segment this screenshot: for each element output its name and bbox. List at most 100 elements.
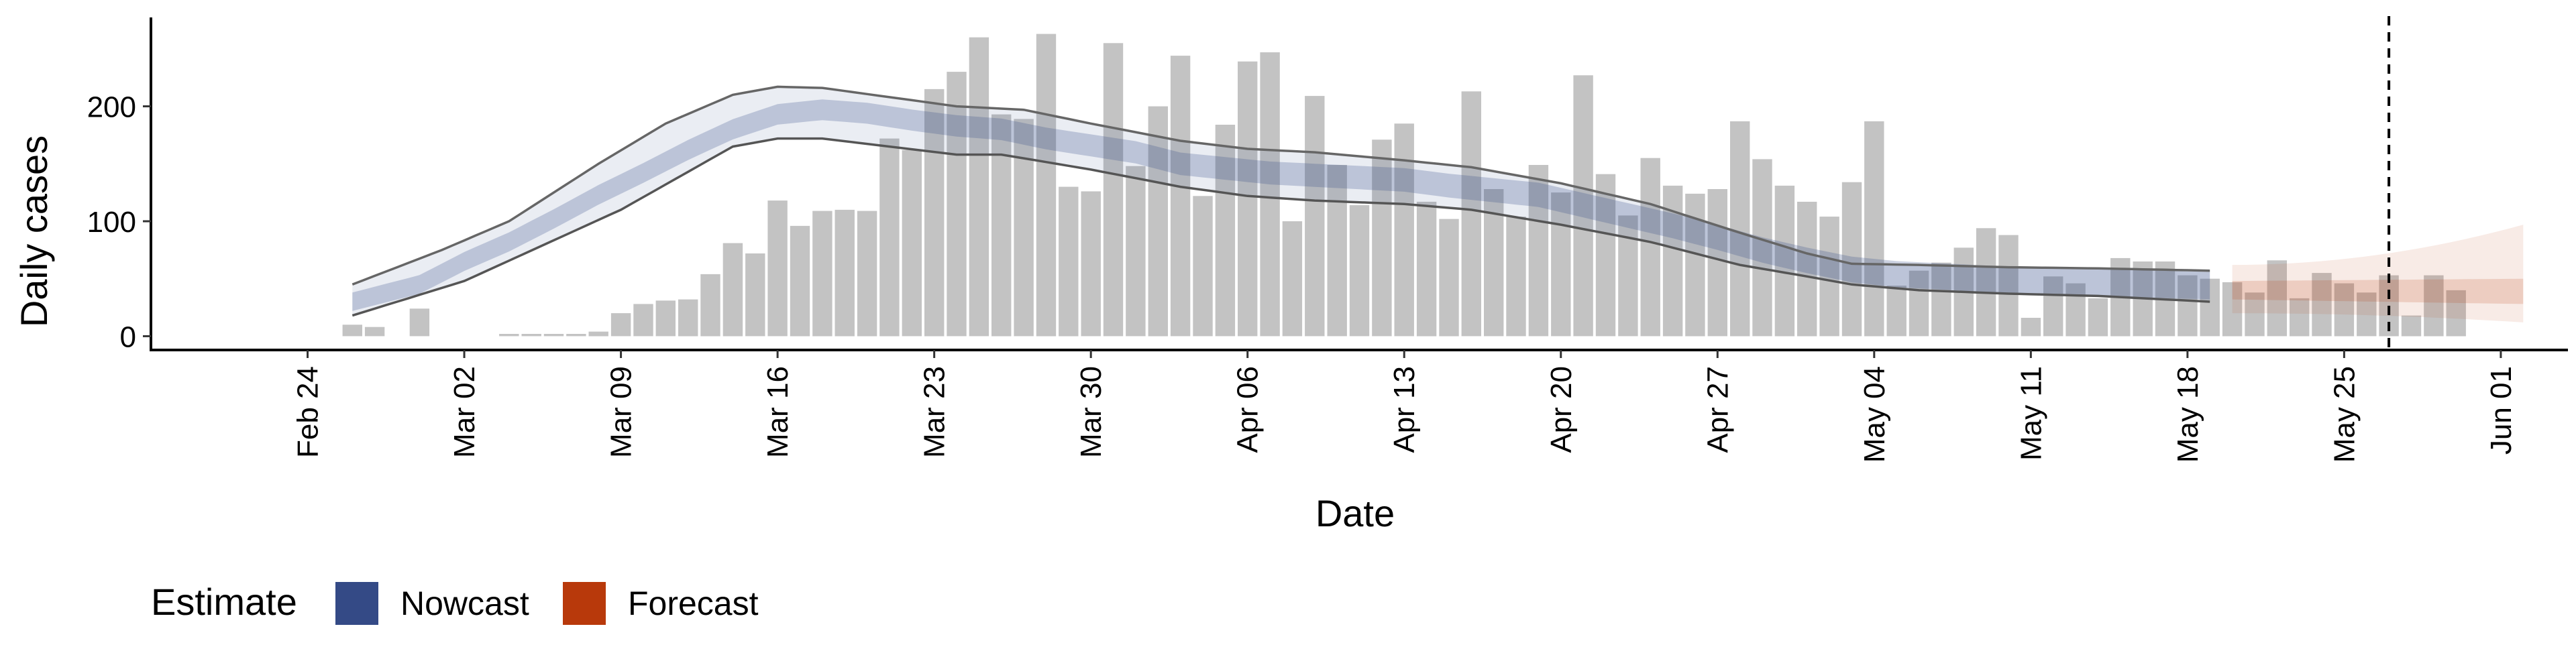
x-tick-label: May 18: [2171, 366, 2204, 463]
case-bar: [2245, 292, 2265, 337]
nowcast-outer-band: [352, 86, 2210, 316]
x-tick-label: May 11: [2015, 366, 2047, 461]
case-bar: [2290, 298, 2310, 337]
case-bar: [722, 243, 743, 337]
case-bar: [1372, 139, 1392, 337]
nowcast-lower-line: [352, 137, 2210, 317]
case-bar: [812, 211, 833, 337]
case-bar: [2043, 276, 2063, 337]
x-tick-label: May 04: [1858, 366, 1891, 463]
y-tick-label: 200: [87, 91, 136, 124]
case-bar: [1148, 106, 1168, 337]
case-bar: [1730, 121, 1750, 337]
case-bar: [2312, 273, 2332, 337]
x-tick-label: Feb 24: [292, 366, 325, 458]
forecast-inner-band: [2232, 278, 2524, 304]
case-bar: [1126, 166, 1146, 337]
case-bar: [1461, 91, 1481, 337]
case-bar: [2446, 290, 2466, 337]
case-bar: [1819, 217, 1839, 337]
case-bar: [2424, 275, 2444, 337]
case-bar: [566, 334, 586, 337]
x-tick-label: Jun 01: [2485, 366, 2518, 455]
case-bar: [409, 308, 430, 337]
case-bar: [924, 89, 945, 337]
x-tick-label: Mar 23: [918, 366, 951, 458]
case-bar: [521, 334, 541, 337]
case-bar: [2021, 318, 2041, 337]
case-bar: [879, 138, 900, 337]
case-bar: [2200, 278, 2220, 337]
nowcast-inner-band: [352, 99, 2210, 311]
legend: Estimate Nowcast Forecast: [151, 581, 759, 625]
case-bar: [1260, 52, 1280, 337]
case-bar: [633, 304, 653, 337]
case-bar: [745, 253, 765, 337]
case-bar: [610, 313, 631, 337]
case-bar: [364, 327, 385, 337]
case-bar: [1036, 34, 1057, 337]
legend-swatch-forecast: [563, 582, 606, 625]
case-bar: [1170, 56, 1191, 337]
case-bar: [1014, 119, 1034, 337]
case-bar: [1238, 61, 1258, 337]
case-bar: [2222, 282, 2243, 337]
case-bar: [1998, 235, 2019, 337]
case-bar: [2088, 298, 2108, 337]
case-bar: [342, 325, 362, 337]
case-bar: [1416, 201, 1437, 337]
y-tick-label: 0: [120, 320, 136, 353]
nowcast-upper-line: [352, 85, 2210, 286]
x-tick-label: Apr 13: [1388, 366, 1421, 453]
case-bar: [902, 150, 922, 337]
case-bar: [1864, 121, 1884, 337]
legend-title: Estimate: [151, 581, 297, 623]
case-bar: [1394, 123, 1414, 337]
case-bar: [1327, 165, 1347, 337]
case-bar: [991, 114, 1012, 337]
case-bar: [2065, 283, 2086, 337]
legend-label-forecast: Forecast: [628, 585, 759, 622]
case-bar: [857, 211, 877, 337]
case-bar: [1931, 262, 1951, 337]
axes: 0 100 200 Feb 24 Mar 02 Mar 09 Mar 16 Mar 23 Mar…: [87, 17, 2568, 463]
case-bar: [655, 300, 676, 337]
case-bar: [790, 225, 810, 337]
case-bar: [499, 334, 519, 337]
case-bar: [1103, 43, 1124, 337]
forecast-outer-band: [2232, 225, 2524, 322]
case-bar: [1059, 186, 1079, 337]
legend-label-nowcast: Nowcast: [400, 585, 529, 622]
case-bar: [947, 72, 967, 337]
plot-area: [342, 16, 2524, 350]
case-bar: [1573, 75, 1593, 337]
case-bar: [700, 274, 720, 337]
legend-swatch-nowcast: [335, 582, 378, 625]
case-bar: [1193, 196, 1213, 337]
case-bar: [835, 209, 855, 337]
case-bar: [2401, 315, 2422, 337]
case-bar: [588, 331, 608, 337]
case-bar: [767, 200, 788, 337]
case-bar: [1349, 205, 1370, 337]
case-bar: [1595, 174, 1616, 337]
x-tick-label: Apr 20: [1545, 366, 1578, 453]
x-tick-label: Mar 30: [1075, 366, 1108, 458]
case-bar: [969, 37, 989, 337]
case-bar: [1976, 228, 1996, 337]
x-tick-label: Apr 06: [1232, 366, 1265, 453]
case-bar: [2334, 283, 2355, 337]
case-bar: [1752, 159, 1772, 337]
case-bar: [2178, 275, 2198, 337]
x-tick-label: May 25: [2328, 366, 2361, 463]
x-tick-label: Mar 02: [448, 366, 481, 458]
case-bar: [1215, 125, 1236, 337]
case-bar: [678, 299, 698, 337]
case-bar: [1282, 221, 1303, 337]
x-tick-label: Mar 16: [761, 366, 794, 458]
case-bar: [1528, 165, 1549, 337]
case-bar: [2357, 292, 2377, 337]
case-bar: [1909, 270, 1929, 337]
case-bar: [1797, 201, 1817, 337]
